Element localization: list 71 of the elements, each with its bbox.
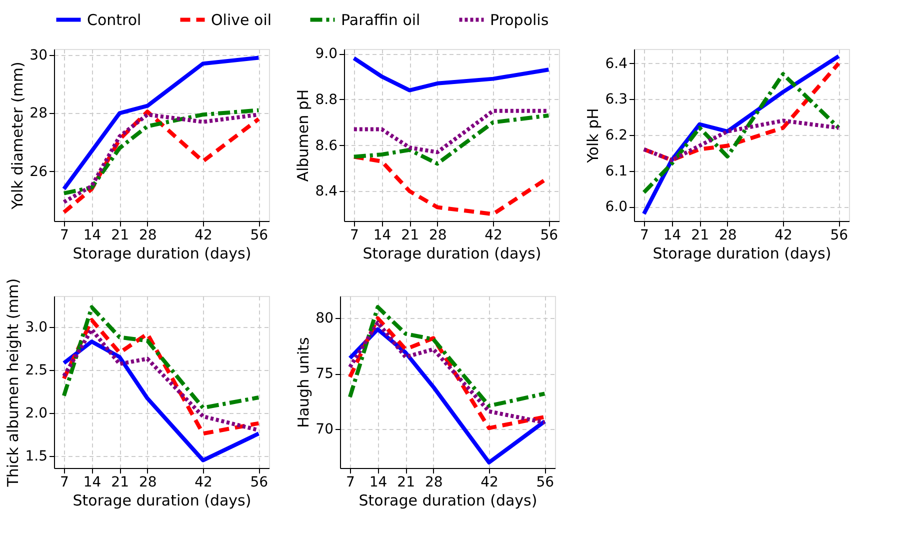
x-tick-label: 56 — [830, 228, 848, 244]
line-series — [352, 56, 551, 92]
line-series — [352, 114, 551, 166]
y-tick-label: 9.0 — [315, 46, 338, 62]
x-tick-label: 28 — [424, 474, 443, 490]
x-tick-label: 28 — [138, 228, 157, 244]
y-tick-label: 75 — [316, 366, 334, 382]
x-axis-title: Storage duration (days) — [358, 492, 538, 510]
y-tick-label: 6.2 — [605, 128, 628, 144]
y-axis-title: Thick albumen height (mm) — [4, 278, 22, 488]
x-tick-label: 28 — [718, 228, 737, 244]
y-axis-title: Albumen pH — [294, 89, 312, 182]
y-axis-title: Yolk pH — [584, 108, 602, 164]
x-tick-label: 14 — [663, 228, 682, 244]
legend-label: Propolis — [490, 10, 549, 29]
x-tick-label: 56 — [250, 474, 268, 490]
x-tick-label: 28 — [428, 228, 447, 244]
x-tick-label: 14 — [83, 474, 102, 490]
x-tick-label: 28 — [138, 474, 157, 490]
x-tick-label: 42 — [194, 474, 212, 490]
y-tick-label: 6.4 — [605, 56, 628, 72]
x-tick-label: 14 — [369, 474, 388, 490]
y-tick-label: 6.3 — [605, 92, 628, 108]
y-tick-label: 8.4 — [315, 184, 338, 200]
y-tick-label: 30 — [30, 47, 48, 64]
line-series — [642, 118, 841, 162]
x-tick-label: 7 — [350, 228, 359, 244]
x-tick-label: 21 — [111, 228, 129, 244]
y-tick-label: 26 — [30, 164, 48, 180]
y-tick-label: 1.5 — [25, 448, 48, 464]
x-tick-label: 42 — [774, 228, 792, 244]
y-axis-title: Haugh units — [294, 336, 313, 428]
x-tick-label: 56 — [536, 474, 554, 490]
x-tick-label: 14 — [83, 228, 102, 244]
x-tick-label: 56 — [250, 228, 268, 244]
line-series — [348, 305, 547, 408]
y-tick-label: 3.0 — [25, 319, 48, 336]
line-series — [62, 305, 261, 410]
x-axis-title: Storage duration (days) — [362, 244, 542, 262]
legend-label: Olive oil — [211, 10, 272, 29]
y-tick-label: 8.6 — [315, 138, 338, 154]
x-tick-label: 21 — [691, 228, 709, 244]
x-tick-label: 42 — [484, 228, 502, 244]
x-tick-label: 56 — [540, 228, 558, 244]
y-tick-label: 80 — [316, 310, 334, 327]
x-axis-title: Storage duration (days) — [72, 244, 252, 262]
line-series — [62, 56, 261, 191]
y-axis-title: Yolk diameter (mm) — [8, 62, 27, 210]
y-tick-label: 6.0 — [605, 199, 628, 216]
x-tick-label: 7 — [60, 228, 69, 244]
y-tick-label: 70 — [316, 422, 334, 438]
y-tick-label: 28 — [30, 106, 48, 122]
x-tick-label: 7 — [60, 474, 69, 490]
x-axis-title: Storage duration (days) — [72, 492, 252, 510]
y-tick-label: 6.1 — [605, 163, 628, 180]
x-tick-label: 21 — [401, 228, 419, 244]
y-tick-label: 8.8 — [315, 92, 338, 108]
x-tick-label: 42 — [194, 228, 212, 244]
y-tick-label: 2.5 — [25, 362, 48, 378]
x-tick-label: 21 — [397, 474, 415, 490]
x-tick-label: 42 — [480, 474, 498, 490]
legend-label: Paraffin oil — [341, 10, 420, 29]
x-tick-label: 7 — [346, 474, 355, 490]
line-series — [62, 340, 261, 462]
line-series — [642, 72, 841, 194]
x-axis-title: Storage duration (days) — [652, 244, 832, 262]
x-tick-label: 14 — [373, 228, 392, 244]
y-tick-label: 2.0 — [25, 405, 48, 422]
x-tick-label: 7 — [640, 228, 649, 244]
x-tick-label: 21 — [111, 474, 129, 490]
legend-label: Control — [87, 10, 142, 29]
